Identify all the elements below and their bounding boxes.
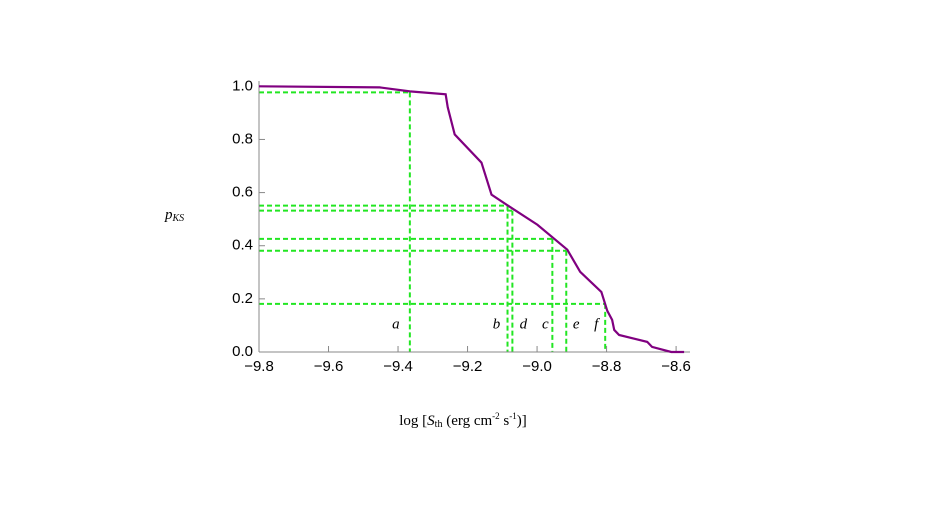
x-label-part: S: [427, 413, 435, 429]
x-axis-label: log [Sth (erg cm-2 s-1)]: [399, 411, 527, 430]
x-tick-label: −9.0: [522, 358, 552, 375]
guide-label: e: [573, 316, 580, 332]
y-tick-label: 0.8: [232, 130, 253, 147]
guide-label: d: [520, 316, 528, 332]
guide-label: f: [594, 316, 600, 332]
x-label-sup: -2: [492, 411, 500, 421]
y-tick-label: 0.0: [232, 343, 253, 360]
x-label-part: )]: [517, 413, 527, 429]
curve: [258, 85, 685, 354]
x-label-part: (erg cm: [442, 413, 492, 429]
x-label-sub: th: [435, 419, 443, 430]
y-tick-label: 0.2: [232, 290, 253, 307]
y-axis-label: pKS: [164, 207, 184, 224]
x-tick-label: −9.2: [453, 358, 483, 375]
x-tick-label: −8.8: [592, 358, 622, 375]
guide-label: b: [493, 316, 501, 332]
y-tick-label: 0.4: [232, 237, 253, 254]
y-label-main: p: [164, 207, 173, 223]
y-tick-label: 0.6: [232, 184, 253, 201]
x-tick-label: −9.4: [383, 358, 413, 375]
x-tick-label: −9.6: [314, 358, 344, 375]
guide-label: c: [542, 316, 549, 332]
x-label-part: log [: [399, 413, 427, 429]
x-label-part: s: [500, 413, 510, 429]
x-label-sup: -1: [509, 411, 517, 421]
y-label-sub: KS: [172, 213, 185, 224]
x-tick-label: −9.8: [244, 358, 274, 375]
y-tick-label: 1.0: [232, 77, 253, 94]
x-tick-label: −8.6: [661, 358, 691, 375]
guide-label: a: [392, 316, 400, 332]
